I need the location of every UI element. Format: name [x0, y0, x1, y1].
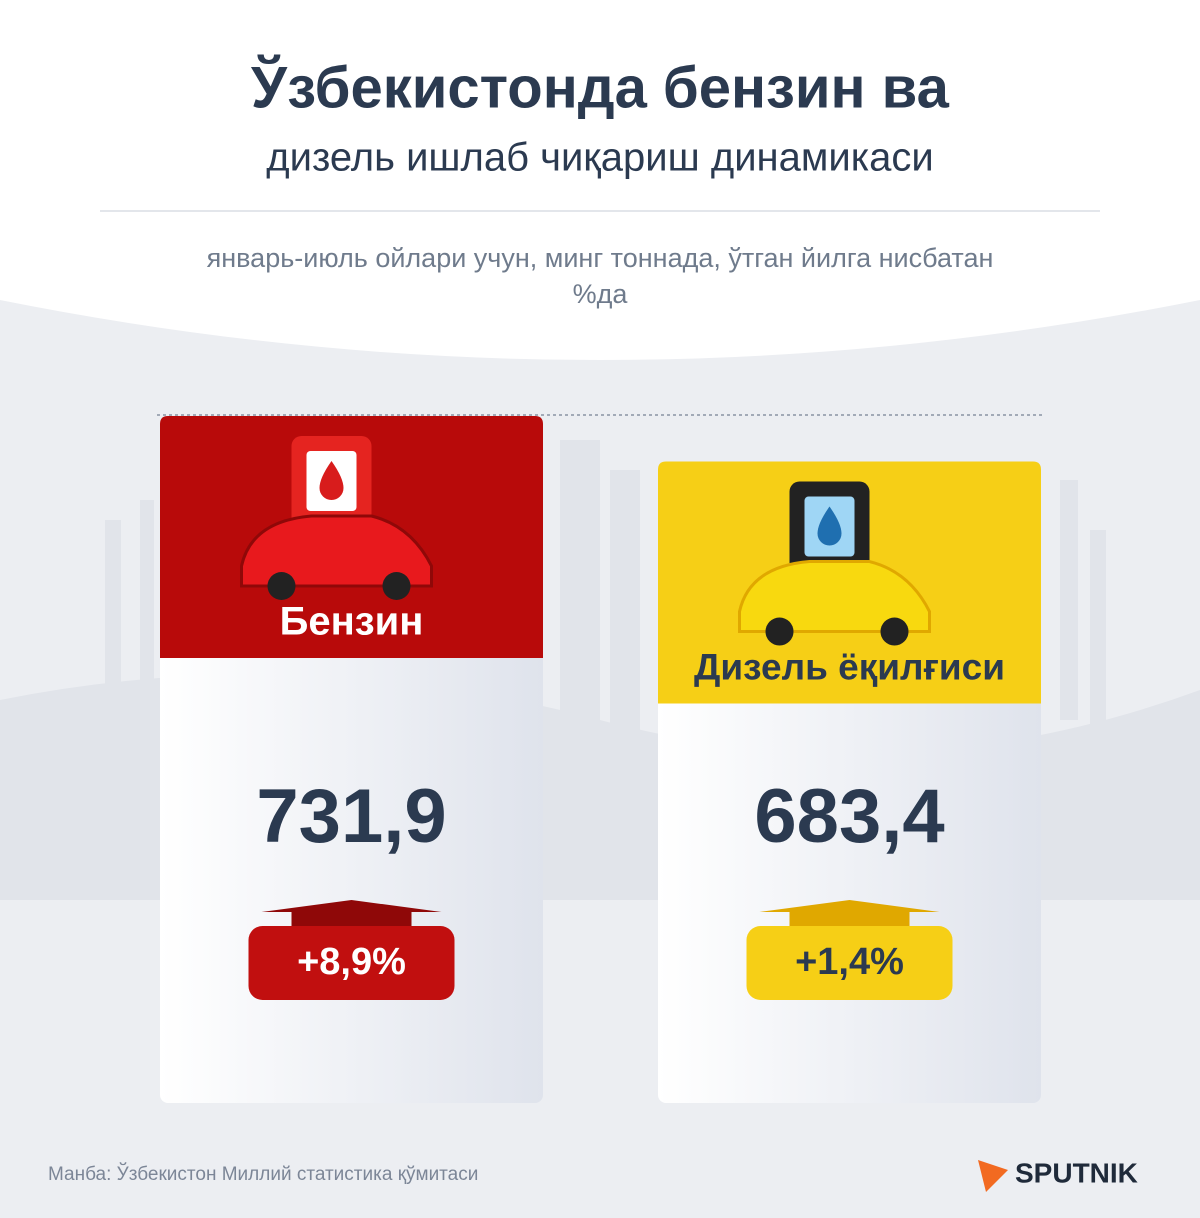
change-arrow — [261, 900, 442, 926]
drop-icon — [817, 506, 842, 546]
change-badge — [248, 926, 455, 1000]
subtitle: дизель ишлаб чиқариш динамикаси — [266, 136, 933, 180]
value-label: 731,9 — [256, 774, 446, 859]
vehicle-icon — [240, 514, 433, 588]
title: Ўзбекистонда бензин ва — [250, 55, 949, 120]
change-label: +8,9% — [297, 941, 406, 983]
change-label: +1,4% — [795, 941, 904, 983]
logo-icon — [978, 1160, 1008, 1192]
category-label: Дизель ёқилғиси — [694, 646, 1005, 687]
wheel — [765, 617, 794, 646]
vehicle-icon — [738, 560, 931, 634]
drop-icon — [319, 461, 344, 500]
change-arrow — [759, 900, 940, 926]
note: январь-июль ойлари учун, минг тоннада, ў… — [206, 243, 994, 309]
wheel — [382, 572, 411, 600]
wheel — [880, 617, 909, 646]
change-badge — [746, 926, 953, 1000]
source: Манба: Ўзбекистон Миллий статистика қўми… — [48, 1163, 478, 1185]
brand: SPUTNIK — [1015, 1157, 1138, 1188]
category-label: Бензин — [280, 600, 424, 644]
wheel — [267, 572, 296, 600]
value-label: 683,4 — [754, 774, 944, 859]
